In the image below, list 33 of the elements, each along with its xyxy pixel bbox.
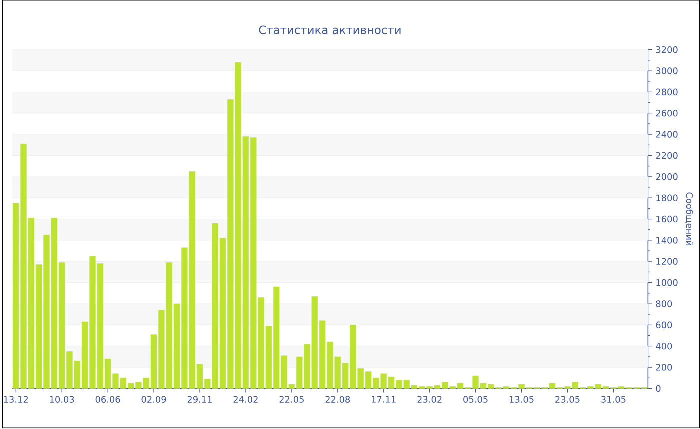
x-tick-label: 05.05 <box>464 396 488 404</box>
x-tick-label: 22.05 <box>280 396 304 404</box>
y-tick-label: 200 <box>656 364 672 372</box>
x-tick-label: 22.08 <box>326 396 350 404</box>
y-tick-label: 2200 <box>656 152 678 160</box>
y-axis-title: Сообщений <box>685 192 694 246</box>
y-tick-label: 1000 <box>656 280 678 286</box>
chart-title: Статистика активности <box>259 26 401 35</box>
x-tick-label: 06.06 <box>96 396 120 404</box>
y-tick-label: 1200 <box>656 258 678 266</box>
y-tick-label: 0 <box>656 386 661 392</box>
y-tick-label: 2000 <box>656 174 678 180</box>
x-tick-label: 13.05 <box>510 396 534 404</box>
x-tick-label: 02.09 <box>142 396 166 404</box>
y-tick-label: 600 <box>656 322 672 329</box>
y-tick-label: 2400 <box>656 131 678 138</box>
y-tick-label: 3000 <box>656 68 678 75</box>
y-tick-label: 1600 <box>656 216 678 223</box>
y-tick-label: 1800 <box>656 194 678 202</box>
x-tick-label: 13.12 <box>4 396 28 404</box>
x-tick-label: 24.02 <box>234 396 258 404</box>
y-tick-label: 1400 <box>656 237 678 244</box>
x-tick-label: 23.02 <box>418 396 442 404</box>
x-tick-label: 31.05 <box>602 396 626 404</box>
y-tick-label: 2600 <box>656 110 678 117</box>
y-tick-label: 2800 <box>656 89 678 96</box>
y-tick-label: 400 <box>656 343 672 350</box>
x-tick-label: 10.03 <box>50 396 74 404</box>
y-tick-label: 800 <box>656 300 672 308</box>
x-tick-label: 17.11 <box>372 396 396 403</box>
y-tick-label: 3200 <box>656 46 678 54</box>
x-tick-label: 29.11 <box>188 396 212 404</box>
x-tick-label: 23.05 <box>556 396 580 404</box>
